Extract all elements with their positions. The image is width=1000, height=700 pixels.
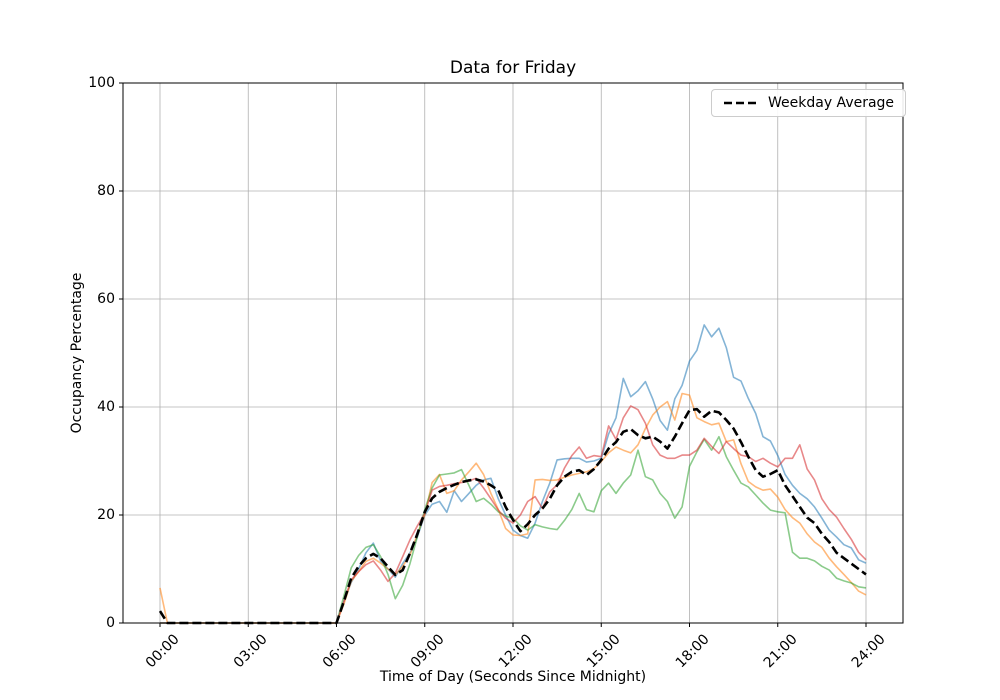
- y-tick-label: 60: [97, 291, 115, 307]
- legend-item-label: Weekday Average: [768, 95, 895, 111]
- y-tick-label: 0: [106, 615, 115, 631]
- plot-border: [122, 82, 904, 624]
- y-axis-label: Occupancy Percentage: [69, 272, 85, 434]
- y-tick-label: 20: [97, 507, 115, 523]
- y-tick-label: 80: [97, 183, 115, 199]
- y-tick-label: 40: [97, 399, 115, 415]
- chart-title: Data for Friday: [449, 58, 577, 78]
- legend-dash-sample: [724, 101, 758, 105]
- x-axis-label: Time of Day (Seconds Since Midnight): [379, 669, 647, 685]
- y-tick-label: 100: [88, 75, 115, 91]
- legend: Weekday Average: [711, 89, 907, 117]
